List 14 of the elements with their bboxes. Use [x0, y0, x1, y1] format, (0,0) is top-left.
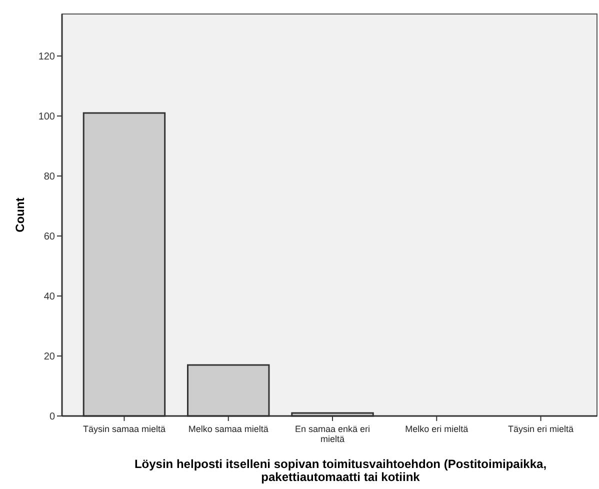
x-tick-label: Täysin eri mieltä — [508, 424, 574, 434]
y-tick-label: 60 — [44, 232, 56, 242]
y-tick-label: 80 — [44, 172, 56, 182]
y-axis-title: Count — [13, 198, 27, 232]
y-tick-label: 20 — [44, 352, 56, 362]
y-tick-label: 40 — [44, 292, 56, 302]
y-tick-label: 0 — [49, 412, 56, 422]
x-axis-title: Löysin helposti itselleni sopivan toimitusvaihtoehdon (Postitoimipaikka, pakettiautomaatti tai kotiink — [134, 457, 547, 484]
x-tick-label: Melko eri mieltä — [405, 424, 468, 434]
x-tick-label: Täysin samaa mieltä — [82, 424, 166, 434]
x-tick-label: Melko samaa mieltä — [188, 424, 268, 434]
x-tick-label: En samaa enkä eri mieltä — [294, 424, 370, 444]
y-tick-label: 100 — [38, 112, 56, 122]
y-tick-label: 120 — [38, 52, 56, 62]
